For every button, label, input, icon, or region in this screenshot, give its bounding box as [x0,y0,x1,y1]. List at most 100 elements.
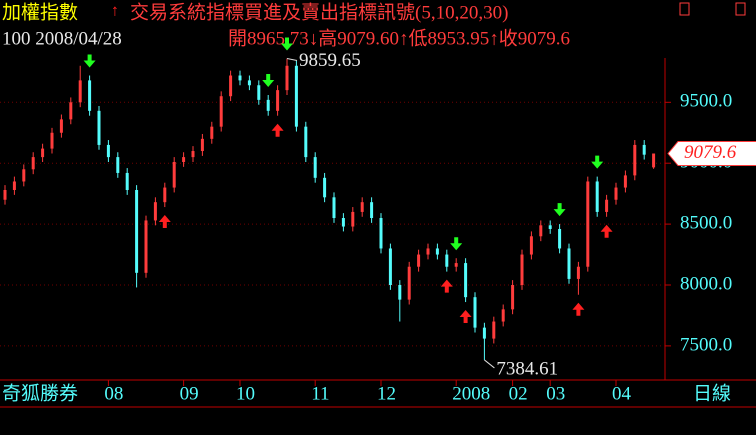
candle-body [200,138,204,152]
candle-body [22,169,26,182]
high-annotation: 9859.65 [299,50,361,71]
title-arrow: ↑ [111,3,119,20]
y-tick-label: 8000.0 [680,273,732,294]
candle-body [511,285,515,310]
x-tick-label: 10 [236,383,255,404]
chart-title: 加權指數 [2,1,78,23]
candle-body [313,157,317,178]
candle-body [88,80,92,111]
window-icon[interactable] [679,2,690,16]
buy-signal [158,215,171,229]
buy-signal [600,224,613,238]
sell-signal [591,155,604,169]
candle-body [379,218,383,249]
candle-body [41,148,45,158]
candle-body [426,248,430,255]
candle-body [257,85,261,100]
x-tick-label: 08 [104,383,123,404]
candle-body [97,110,101,145]
candle-body [464,263,468,298]
y-tick-label: 8500.0 [680,212,732,233]
candle-body [191,151,195,158]
candle-body [50,132,54,149]
buy-signal [271,123,284,137]
x-tick-label: 02 [509,383,528,404]
sell-signal [281,37,293,51]
candle-body [341,218,345,227]
last-price-box [667,141,756,167]
candle-body [163,187,167,203]
sell-signal [262,74,275,87]
candle-body [304,126,308,158]
candle-body [229,75,233,97]
candle-body [285,65,289,91]
candle-body [558,228,562,249]
x-tick-label: 04 [612,383,632,404]
sell-signal [83,54,96,68]
candle-body [445,254,449,267]
candle-body [520,254,524,285]
candle-body [172,161,176,188]
candle-body [266,99,270,111]
candle-body [586,181,590,267]
candle-body [435,248,439,255]
candle-body [623,175,627,188]
candle-body [153,202,157,221]
candle-body [539,225,543,237]
candle-body [144,220,148,273]
candle-body [360,202,364,212]
candle-body [633,144,637,176]
source-label: 奇狐勝券 [2,382,78,404]
candle-body [576,266,580,279]
sell-signal [450,237,463,251]
candle-body [332,197,336,219]
candle-body [595,181,599,212]
candle-body [370,202,374,219]
high-leader [286,58,298,61]
candle-body [78,80,82,103]
window-icon[interactable] [735,2,746,16]
candle-body [69,102,73,120]
x-tick-label: 2008 [452,383,490,404]
low-leader [484,359,495,369]
candle-body [407,266,411,300]
candle-body [567,248,571,279]
candle-body [31,157,35,170]
candle-body [482,327,486,339]
candle-body [501,309,505,322]
chart-subtitle: 交易系統指標買進及賣出指標訊號(5,10,20,30) [130,1,508,23]
candle-body [548,225,552,229]
candle-body [323,177,327,198]
candle-body [219,96,223,127]
candle-body [473,297,477,328]
candle-body [605,199,609,212]
candle-body [529,236,533,255]
candle-body [492,321,496,339]
candle-body [106,144,110,158]
status-date: 100 2008/04/28 [2,28,122,49]
candle-body [238,75,242,81]
last-price-label: 9079.6 [684,142,737,163]
y-tick-label: 9500.0 [680,91,732,112]
candle-body [247,80,251,86]
buy-signal [572,302,585,316]
candle-body [614,187,618,200]
candle-body [351,211,355,227]
candle-body [125,172,129,190]
low-annotation: 7384.61 [496,358,558,379]
candle-body [642,144,646,155]
candle-body [398,285,402,300]
candle-body [388,248,392,285]
candle-body [3,190,7,200]
candle-body [116,157,120,173]
sell-signal [553,203,566,217]
candle-body [276,90,280,111]
candle-body [417,254,421,267]
candle-body [135,190,139,273]
candle-body [454,263,458,267]
candle-body [59,119,63,133]
period-label: 日線 [693,382,731,404]
candle-body [210,126,214,139]
